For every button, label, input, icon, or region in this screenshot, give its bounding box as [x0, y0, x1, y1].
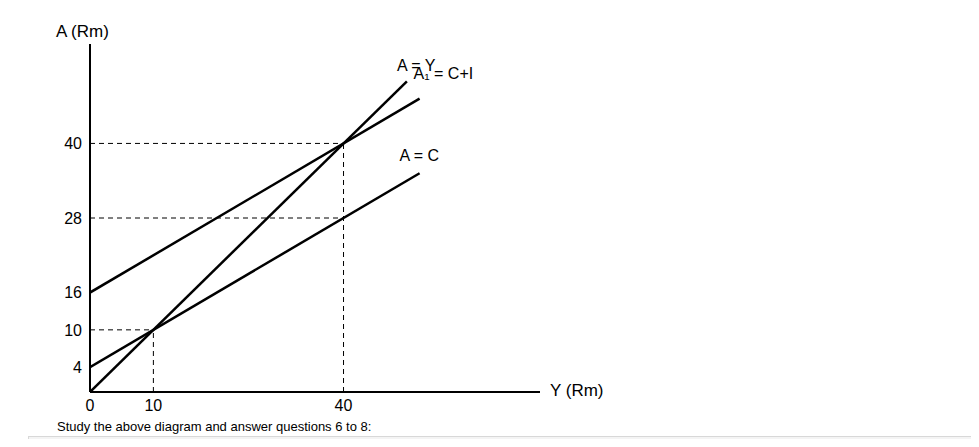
svg-text:16: 16 — [64, 284, 82, 301]
svg-text:10: 10 — [144, 397, 162, 414]
svg-text:A₁ = C+I: A₁ = C+I — [414, 65, 474, 82]
html-text:Y (Rm): Y (Rm) — [550, 381, 604, 400]
svg-text:40: 40 — [64, 135, 82, 152]
svg-text:10: 10 — [64, 322, 82, 339]
svg-text:40: 40 — [335, 397, 353, 414]
svg-text:4: 4 — [73, 359, 82, 376]
svg-text:0: 0 — [86, 397, 95, 414]
svg-text:A = C: A = C — [400, 147, 440, 164]
html-text:Study the above diagram and an: Study the above diagram and answer quest… — [57, 419, 372, 434]
svg-text:28: 28 — [64, 210, 82, 227]
html-text:A (Rm): A (Rm) — [56, 22, 109, 41]
